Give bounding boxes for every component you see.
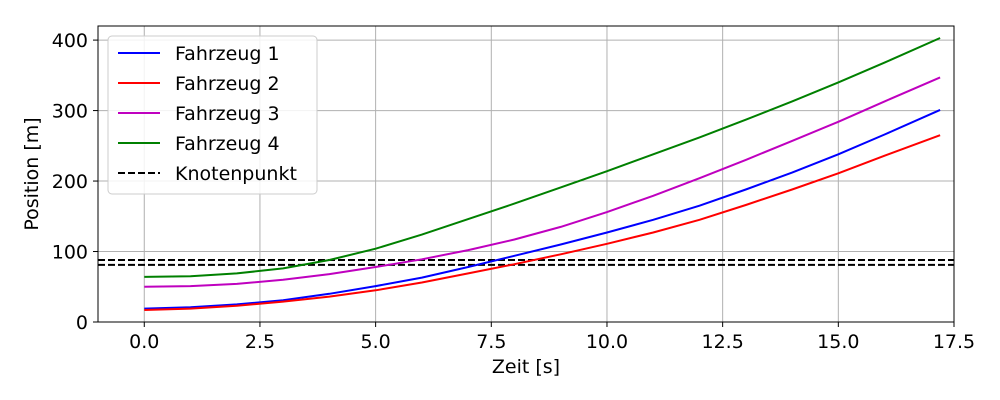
legend-box bbox=[107, 35, 318, 195]
y-axis-label: Position [m] bbox=[21, 117, 43, 230]
y-tick-label: 100 bbox=[52, 242, 88, 264]
series-line-fahrzeug-4 bbox=[144, 37, 941, 278]
x-tick-label: 17.5 bbox=[933, 331, 975, 353]
legend: Fahrzeug 1 Fahrzeug 2 Fahrzeug 3 Fahrzeug 4… bbox=[107, 35, 318, 195]
x-ticks: 0.0 2.5 5.0 7.5 10.0 12.5 15.0 17.5 bbox=[129, 322, 975, 353]
x-axis-label: Zeit [s] bbox=[492, 356, 560, 378]
x-tick-label: 10.0 bbox=[586, 331, 628, 353]
x-tick-label: 15.0 bbox=[817, 331, 859, 353]
x-tick-label: 2.5 bbox=[245, 331, 275, 353]
y-tick-label: 0 bbox=[76, 312, 88, 334]
legend-label: Fahrzeug 3 bbox=[175, 103, 280, 125]
reference-lines bbox=[98, 258, 954, 266]
plot-frame bbox=[97, 25, 955, 323]
x-tick-label: 5.0 bbox=[361, 331, 391, 353]
series-lines bbox=[144, 37, 941, 311]
legend-label: Fahrzeug 2 bbox=[175, 73, 280, 95]
y-ticks: 0 100 200 300 400 bbox=[52, 30, 98, 334]
x-tick-label: 0.0 bbox=[129, 331, 159, 353]
y-tick-label: 300 bbox=[52, 101, 88, 123]
x-tick-label: 7.5 bbox=[476, 331, 506, 353]
y-tick-label: 400 bbox=[52, 30, 88, 52]
x-tick-label: 12.5 bbox=[701, 331, 743, 353]
y-tick-label: 200 bbox=[52, 171, 88, 193]
legend-label: Fahrzeug 4 bbox=[175, 133, 280, 155]
legend-label: Fahrzeug 1 bbox=[175, 43, 280, 65]
legend-label: Knotenpunkt bbox=[175, 163, 297, 185]
series-line-fahrzeug-1 bbox=[144, 108, 941, 310]
series-line-fahrzeug-3 bbox=[144, 76, 941, 288]
series-line-fahrzeug-2 bbox=[144, 134, 941, 311]
